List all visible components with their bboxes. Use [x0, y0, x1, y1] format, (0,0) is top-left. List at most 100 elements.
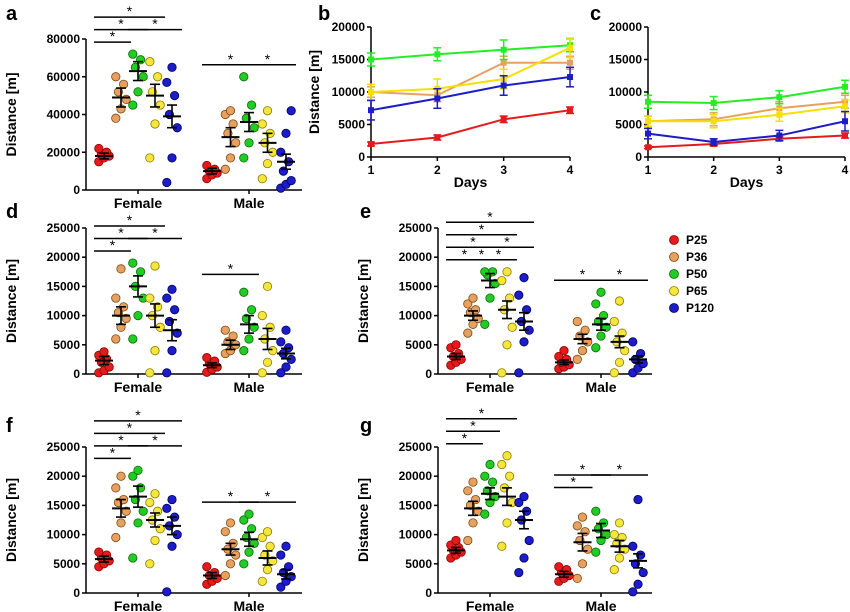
x-axis-label: Days: [730, 174, 764, 190]
data-point: [162, 368, 172, 378]
y-tick-label: 15000: [399, 279, 433, 293]
y-tick-label: 15000: [399, 498, 433, 512]
y-tick-label: 0: [425, 367, 432, 381]
x-tick-label: 3: [776, 163, 783, 177]
panel-label: f: [6, 415, 13, 437]
significance-star: *: [265, 488, 271, 504]
data-point: [620, 346, 630, 356]
data-point: [502, 267, 512, 277]
y-axis-label: Distance [m]: [3, 72, 19, 156]
y-tick-label: 15000: [332, 53, 366, 67]
panel-label: a: [6, 3, 18, 25]
panel-a: a 0 20000 40000 60000 80000 Distance [m] Female…: [3, 3, 302, 211]
data-point: [262, 357, 273, 367]
group-label: Female: [114, 598, 162, 612]
data-point: [239, 287, 249, 297]
data-point: [638, 567, 648, 578]
data-point: [468, 477, 478, 487]
data-point: [497, 275, 507, 286]
legend-label: P120: [686, 301, 714, 315]
data-point: [170, 305, 180, 315]
data-point: [170, 91, 180, 101]
significance-star: *: [580, 461, 586, 477]
data-point: [128, 553, 138, 563]
panel-label: c: [590, 3, 601, 25]
y-tick-label: 20000: [47, 469, 81, 483]
legend: P25 P36 P50 P65 P120: [669, 233, 714, 315]
legend-label: P50: [686, 267, 708, 281]
data-point: [239, 153, 249, 163]
data-point: [111, 72, 121, 82]
data-point: [480, 319, 490, 329]
data-point: [500, 82, 507, 89]
data-point: [572, 316, 582, 327]
significance-star: *: [470, 417, 476, 433]
data-point: [265, 541, 275, 551]
data-point: [262, 527, 273, 537]
significance-star: *: [462, 246, 468, 262]
data-point: [257, 174, 267, 184]
data-point: [167, 346, 177, 356]
data-point: [485, 293, 495, 303]
data-point: [262, 281, 273, 291]
data-point: [519, 492, 529, 502]
group-label: Female: [466, 379, 514, 395]
data-point: [368, 107, 374, 114]
legend-marker: [669, 303, 679, 313]
data-point: [136, 267, 146, 277]
data-point: [145, 559, 155, 569]
data-point: [633, 494, 643, 505]
data-point: [497, 368, 507, 378]
data-point: [162, 177, 172, 188]
data-point: [614, 357, 625, 367]
significance-star: *: [110, 28, 116, 44]
panel-e: e 0 5000 10000 15000 20000 25000 Distance [m] Fe…: [355, 201, 652, 395]
data-point: [485, 459, 495, 470]
y-tick-label: 80000: [47, 32, 81, 46]
legend-label: P65: [686, 284, 708, 298]
data-point: [463, 328, 473, 338]
data-point: [150, 346, 160, 356]
data-point: [502, 451, 512, 461]
data-point: [710, 100, 717, 107]
y-tick-label: 20000: [609, 20, 643, 34]
significance-star: *: [265, 51, 271, 67]
data-point: [776, 111, 783, 118]
data-point: [94, 143, 104, 154]
data-point: [468, 293, 478, 303]
data-point: [609, 368, 619, 378]
series-line: [370, 46, 571, 93]
data-point: [614, 518, 625, 528]
data-point: [645, 98, 651, 105]
data-point: [628, 541, 638, 551]
y-axis-label: Distance [m]: [3, 478, 19, 562]
panel-label: d: [6, 201, 18, 223]
data-point: [162, 587, 172, 597]
data-point: [519, 553, 529, 563]
data-point: [609, 529, 619, 540]
significance-star: *: [504, 233, 510, 249]
significance-star: *: [479, 246, 485, 262]
data-point: [128, 258, 138, 268]
data-point: [567, 59, 573, 66]
data-point: [150, 535, 160, 546]
significance-star: *: [228, 260, 234, 276]
data-point: [514, 290, 524, 300]
data-point: [162, 77, 172, 88]
data-point: [162, 293, 172, 303]
data-point: [502, 518, 512, 528]
data-point: [577, 346, 588, 356]
data-point: [710, 118, 717, 125]
data-point: [150, 119, 160, 129]
data-point: [155, 100, 165, 110]
significance-star: *: [470, 233, 476, 249]
data-point: [519, 273, 529, 283]
significance-star: *: [127, 212, 133, 228]
significance-star: *: [496, 246, 502, 262]
y-tick-label: 15000: [47, 498, 81, 512]
legend-marker: [669, 286, 679, 296]
data-point: [368, 56, 374, 63]
data-point: [645, 130, 651, 137]
data-point: [119, 79, 129, 89]
